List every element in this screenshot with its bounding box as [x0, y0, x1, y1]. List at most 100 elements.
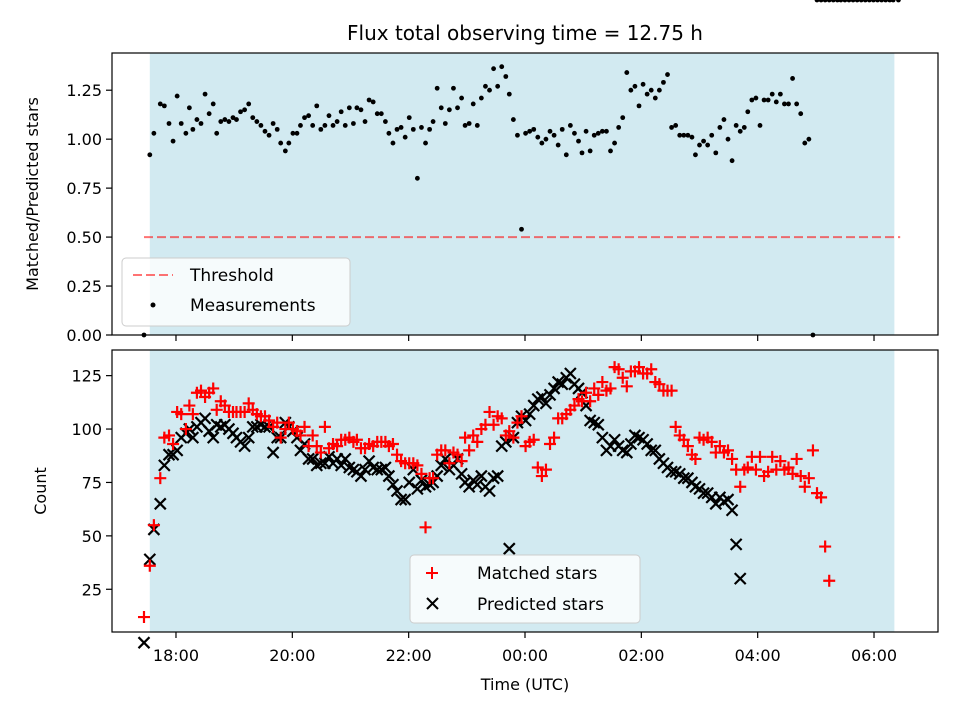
predicted-star-marker: [238, 439, 251, 453]
measurement-point: [330, 123, 336, 128]
measurement-point: [366, 97, 372, 103]
measurement-point: [818, 0, 824, 3]
predicted-star-marker: [402, 476, 416, 489]
measurement-point: [681, 132, 687, 138]
measurement-point: [430, 119, 436, 124]
measurement-point: [410, 126, 416, 132]
matched-star-marker: [604, 382, 617, 395]
measurement-point: [478, 95, 484, 101]
predicted-star-marker: [475, 469, 488, 483]
matched-star-marker: [511, 416, 524, 429]
ratio-legend: Threshold Measurements: [121, 257, 351, 327]
measurement-point: [640, 81, 646, 87]
matched-star-marker: [411, 459, 424, 472]
measurement-point: [620, 115, 626, 121]
measurement-point: [474, 123, 480, 128]
measurement-point: [753, 95, 759, 101]
matched-star-marker: [391, 448, 404, 461]
matched-star-marker: [539, 463, 552, 476]
predicted-star-marker: [354, 469, 368, 483]
predicted-star-marker: [592, 418, 605, 432]
matched-star-marker: [271, 416, 284, 429]
measurement-point: [487, 87, 492, 93]
legend-predicted-label: Predicted stars: [477, 595, 604, 615]
measurement-point: [721, 117, 727, 122]
y-tick-label: 1.25: [66, 81, 102, 100]
measurement-point: [510, 117, 516, 122]
ratio-y-axis-label: Matched/Predicted stars: [23, 97, 42, 291]
matched-star-marker: [507, 431, 520, 444]
measurement-point: [147, 152, 153, 158]
measurement-point: [535, 134, 541, 140]
measurement-point: [551, 132, 557, 138]
matched-star-marker: [726, 452, 739, 465]
matched-star-marker: [531, 461, 544, 474]
measurement-point: [729, 158, 735, 164]
measurement-point: [382, 119, 388, 124]
measurement-point: [298, 123, 303, 128]
measurement-point: [543, 136, 549, 142]
matched-star-marker: [419, 521, 432, 534]
ratio-y-ticks: 0.00 0.25 0.50 0.75 1.00 1.25: [66, 81, 112, 345]
matched-star-marker: [798, 480, 811, 493]
measurement-point: [503, 74, 509, 79]
measurement-point: [183, 130, 189, 136]
predicted-star-marker: [302, 452, 315, 466]
measurement-point: [214, 130, 220, 136]
x-tick-label: 18:00: [153, 646, 199, 665]
matched-star-marker: [653, 378, 666, 391]
measurement-point: [599, 128, 605, 134]
measurement-point: [628, 87, 634, 93]
matched-star-marker: [179, 423, 192, 436]
measurement-point: [270, 121, 276, 126]
measurement-point: [414, 175, 420, 181]
matched-star-marker: [665, 384, 678, 397]
measurement-point: [394, 126, 400, 132]
measurement-point: [826, 0, 832, 3]
measurement-point: [794, 101, 800, 107]
measurement-point: [539, 140, 545, 146]
measurement-point: [427, 126, 433, 132]
measurement-point: [697, 142, 702, 148]
measurement-point: [238, 109, 243, 115]
predicted-star-marker: [725, 503, 739, 517]
measurement-point: [846, 0, 852, 3]
matched-star-marker: [427, 472, 440, 485]
matched-star-marker: [218, 399, 231, 412]
predicted-star-marker: [266, 446, 280, 459]
y-tick-label: 75: [82, 473, 102, 492]
measurement-point: [773, 99, 779, 105]
matched-star-marker: [612, 363, 625, 376]
ratio-x-ticks: [175, 335, 875, 341]
matched-star-marker: [455, 455, 468, 468]
measurement-point: [402, 134, 408, 140]
measurement-point: [455, 105, 460, 111]
measurement-point: [854, 0, 860, 3]
measurement-point: [226, 119, 232, 124]
measurement-point: [636, 103, 642, 109]
matched-star-marker: [386, 438, 399, 450]
matched-star-marker: [722, 444, 735, 457]
x-tick-label: 02:00: [618, 646, 664, 665]
measurement-point: [286, 140, 292, 146]
measurement-point: [838, 0, 844, 3]
measurement-point: [398, 125, 404, 130]
legend-matched-label: Matched stars: [477, 564, 597, 584]
predicted-star-marker: [624, 437, 638, 451]
measurement-point: [419, 125, 424, 130]
matched-star-marker: [734, 480, 747, 493]
x-tick-label: 04:00: [735, 646, 781, 665]
measurement-point: [608, 148, 613, 154]
measurement-point: [896, 0, 901, 3]
measurement-point: [559, 126, 565, 132]
matched-star-marker: [633, 361, 646, 374]
count-y-ticks: 25 50 75 100 125: [71, 367, 112, 599]
predicted-star-marker: [386, 478, 400, 491]
measurement-point: [406, 115, 412, 121]
predicted-star-marker: [242, 431, 255, 444]
matched-star-marker: [774, 455, 787, 468]
measurement-point: [495, 83, 501, 89]
measurement-point: [282, 148, 288, 154]
measurement-point: [294, 130, 300, 136]
y-tick-label: 50: [82, 527, 102, 546]
